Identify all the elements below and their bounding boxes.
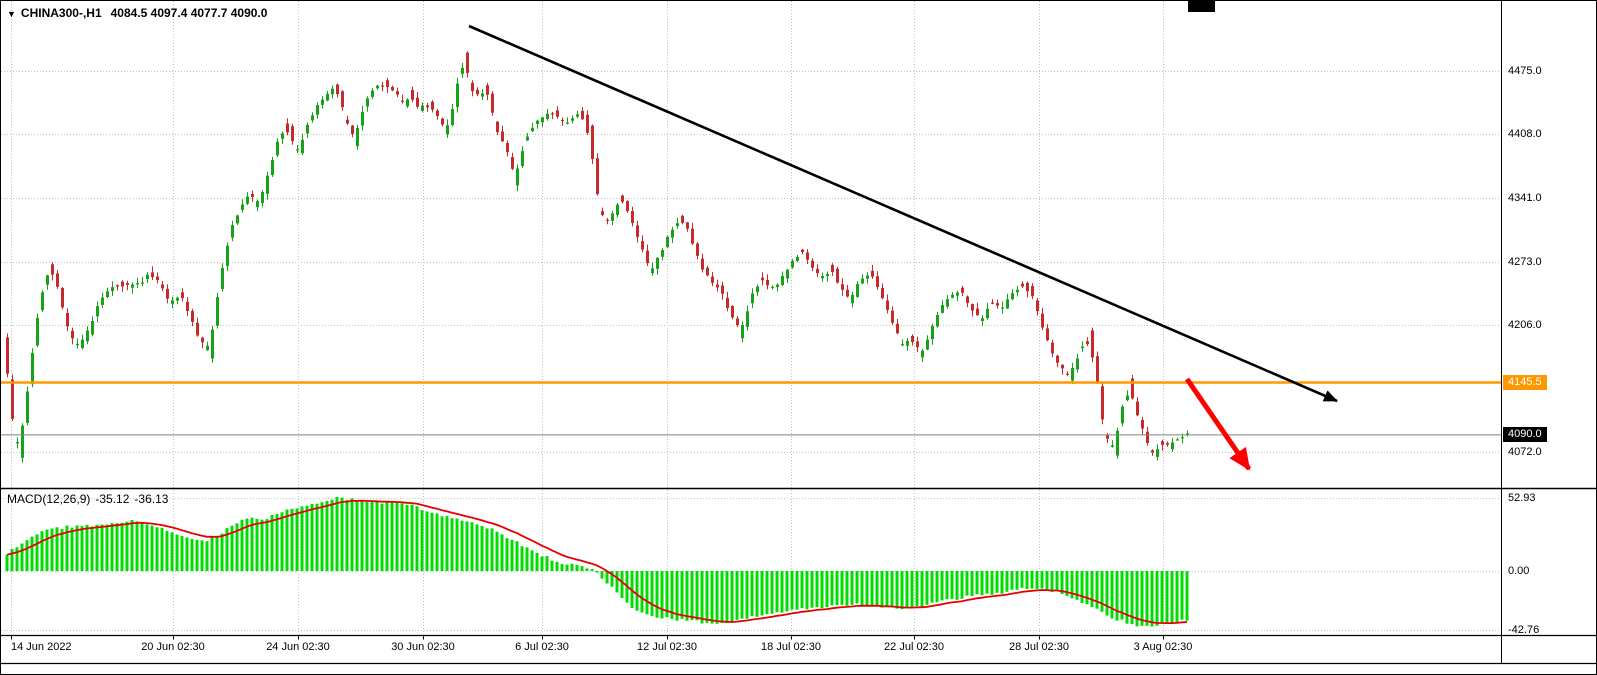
macd-name: MACD(12,26,9) <box>7 492 91 506</box>
grid-lines <box>1 1 1501 635</box>
macd-main-value: -35.12 <box>95 492 130 506</box>
symbol-marker-icon[interactable]: ▼ <box>7 9 16 19</box>
chart-title: ▼ CHINA300-,H1 4084.5 4097.4 4077.7 4090.0 <box>7 6 267 20</box>
trendline-annotation[interactable] <box>468 24 1338 403</box>
candles-layer <box>6 51 1189 463</box>
macd-indicator-label: MACD(12,26,9) -35.12 -36.13 <box>7 492 173 506</box>
ohlc-values: 4084.5 4097.4 4077.7 4090.0 <box>110 6 268 20</box>
macd-signal-value: -36.13 <box>134 492 169 506</box>
chart-shift-marker[interactable] <box>1188 1 1215 12</box>
macd-signal-line <box>6 499 1188 624</box>
symbol-name: CHINA300-,H1 <box>20 6 102 20</box>
macd-histogram <box>5 496 1189 627</box>
red-arrow-annotation[interactable] <box>1184 377 1252 471</box>
